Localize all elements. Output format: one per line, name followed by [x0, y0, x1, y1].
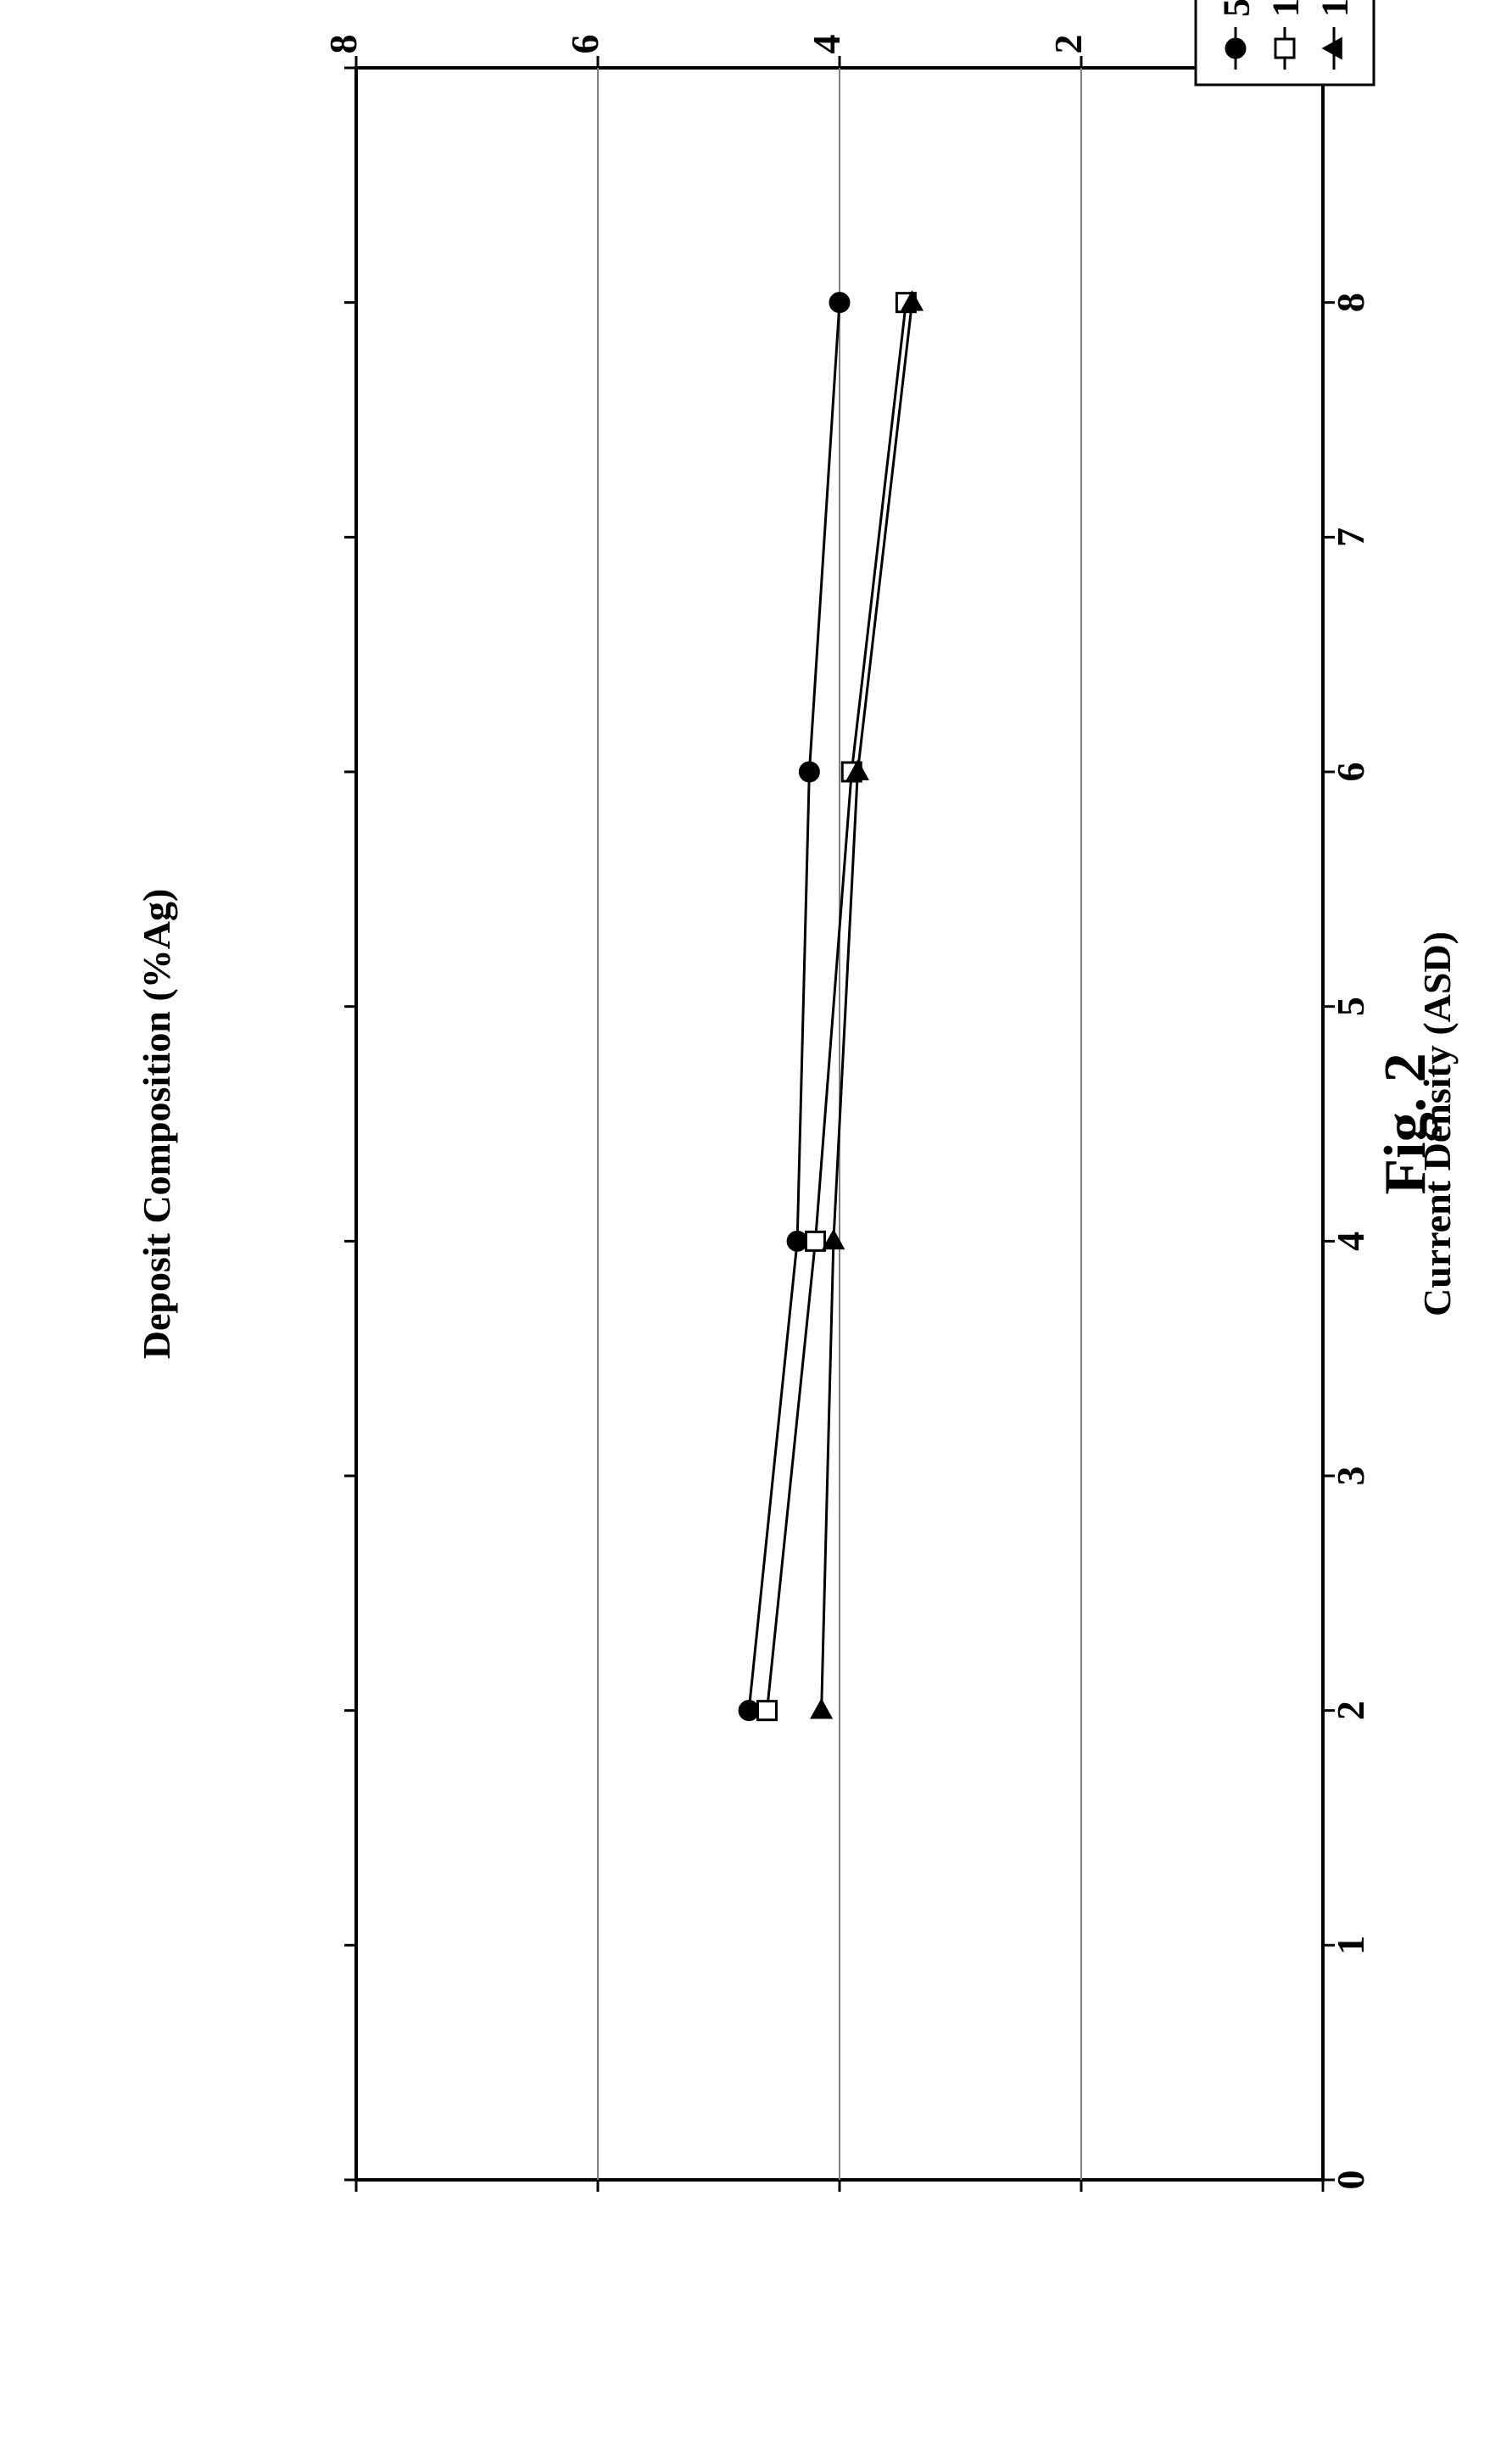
svg-text:8: 8 [321, 35, 365, 54]
chart-svg: 024680123456789Current Density (ASD)Depo… [0, 0, 1501, 2464]
svg-text:Deposit Composition (%Ag): Deposit Composition (%Ag) [135, 889, 178, 1360]
svg-text:1: 1 [1329, 1936, 1372, 1955]
svg-text:0: 0 [1329, 2171, 1372, 2190]
svg-text:5 g/l Amine: 5 g/l Amine [1215, 0, 1257, 17]
svg-text:6: 6 [563, 35, 606, 54]
svg-text:Fig. 2: Fig. 2 [1373, 1053, 1438, 1194]
svg-text:7: 7 [1329, 528, 1372, 547]
svg-text:4: 4 [1329, 1232, 1372, 1251]
svg-text:5: 5 [1329, 997, 1372, 1016]
svg-text:6: 6 [1329, 763, 1372, 782]
svg-text:2: 2 [1329, 1701, 1372, 1720]
svg-text:3: 3 [1329, 1467, 1372, 1486]
svg-text:8: 8 [1329, 293, 1372, 312]
svg-text:2: 2 [1046, 35, 1090, 54]
svg-text:15 g/l Amine: 15 g/l Amine [1314, 0, 1355, 17]
svg-text:4: 4 [805, 35, 848, 54]
svg-text:10 g/l Amine: 10 g/l Amine [1264, 0, 1306, 17]
